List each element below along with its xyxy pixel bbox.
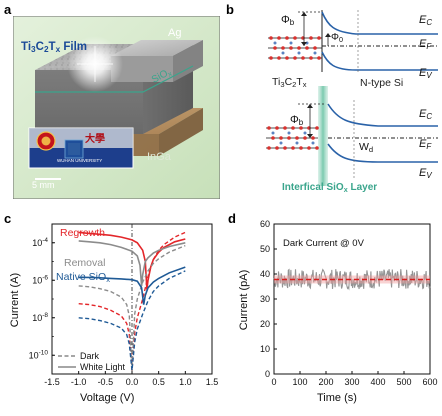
series-removal-white-light [78,240,186,286]
x-tick-label-c: 1.0 [179,377,192,387]
phi0-label: Φ0 [331,32,343,44]
scale-label: 5 mm [32,180,55,190]
legend-dark-label: Dark [80,351,100,361]
y-tick-label-d: 60 [260,219,270,229]
phi-b-arrowhead-bottom [307,104,313,108]
ec-label-bottom: EC [419,108,433,121]
ef-label-bottom: EF [419,138,432,151]
x-tick-label-d: 400 [370,377,385,387]
x-tick-label-c: 0.5 [152,377,165,387]
chart-d-container: 0 100 200 300 400 500 600 0 10 20 30 40 50 60 Current… [222,216,442,411]
iv-chart: -1.5 -1.0 -0.5 0.0 0.5 1.0 1.5 10-10 10-8 10-6 10-… [29,223,219,387]
mxene-layers-top [268,36,322,60]
siox-line [35,65,194,93]
ef-label-top: EF [419,38,432,51]
university-text: WUHAN UNIVERSITY [57,158,103,163]
dark-current-chart: 0 100 200 300 400 500 600 0 10 20 30 40 50 60 [260,219,438,387]
film-label: Ti3C2Tx Film [21,41,88,55]
chart-d-xlabel: Time (s) [317,392,357,404]
series-regrowth-dark [78,231,186,371]
x-tick-label-d: 300 [344,377,359,387]
annotation-regrowth: Regrowth [60,227,105,239]
y-tick-label-d: 40 [260,269,270,279]
y-tick-label-c: 10-10 [29,349,49,360]
chart-d-ylabel: Current (pA) [238,269,250,331]
panel-label-a: a [4,2,12,17]
band-diagram-top [268,10,438,74]
x-tick-label-d: 0 [271,377,276,387]
band-diagram-svg [266,10,438,186]
mxene-label: Ti3C2Tx [272,76,307,89]
chart-c-ylabel: Current (A) [9,272,21,328]
y-tick-label-d: 20 [260,319,270,329]
interfacial-label: Interfical SiOx Layer [282,182,378,194]
inset-device-core [68,143,80,155]
ec-label-top: EC [419,14,433,27]
band-diagram-bottom [266,86,438,186]
panel-b-band-diagram: Φb Φ0 EC EF EV Ti3C2Tx N-type Si Φb EC E… [238,4,442,200]
ag-label: Ag [168,27,182,39]
x-tick-label-c: -0.5 [98,377,114,387]
series-native-siox-white-light [78,266,186,305]
y-tick-label-d: 0 [265,369,270,379]
interfacial-siox-layer [318,86,328,186]
ev-curve-top [321,51,438,71]
series-native-siox-dark [78,270,186,371]
y-tick-label-c: 10-6 [32,274,48,285]
panel-label-d: d [228,211,236,226]
x-tick-label-d: 600 [422,377,437,387]
phi-b-arrowhead-top [301,12,307,16]
inga-label: InGa [147,151,171,163]
ev-label-top: EV [419,67,432,80]
logo-text: 大學 [85,134,105,145]
ev-label-bottom: EV [419,167,432,180]
phi-b-arrowhead-bottom-2 [307,134,313,138]
y-tick-label-d: 10 [260,344,270,354]
x-tick-label-c: 1.5 [206,377,219,387]
annotation-native: Native SiOx [56,271,110,284]
wd-label: Wd [359,141,374,154]
x-tick-label-c: -1.0 [71,377,87,387]
phi-b-arrowhead-top-2 [301,42,307,46]
phi-b-label-bottom: Φb [290,114,304,127]
phi-b-label-top: Φb [281,14,295,27]
logo-center [41,136,51,146]
y-tick-label-d: 30 [260,294,270,304]
legend-white-label: White Light [80,362,126,372]
y-tick-label-c: 10-4 [32,237,48,248]
ev-curve-bottom [327,143,438,163]
ag-front [111,56,173,82]
series-removal-dark [78,244,186,371]
panel-label-b: b [226,2,234,17]
si-front-face [35,70,143,134]
mxene-layers-bottom [266,126,319,150]
annotation-removal: Removal [64,257,106,269]
ag-side [173,40,203,82]
panel-label-c: c [4,211,12,226]
ec-curve-bottom [327,103,438,127]
panel-a-device-figure: Ti3C2Tx Film Ag SiOx InGa 大學 WUHAN UNIVE… [12,15,221,200]
inga-side [159,108,203,156]
y-tick-label-c: 10-8 [32,312,48,323]
x-tick-label-d: 500 [396,377,411,387]
chart-c-container: -1.5 -1.0 -0.5 0.0 0.5 1.0 1.5 10-10 10-8 10-6 10-… [0,216,222,411]
x-tick-label-c: 0.0 [126,377,139,387]
y-tick-label-d: 50 [260,244,270,254]
x-tick-label-d: 200 [318,377,333,387]
x-tick-label-c: -1.5 [44,377,60,387]
phi0-arrowhead [325,33,331,37]
chart-d-title: Dark Current @ 0V [283,238,364,249]
device-schematic [12,15,221,200]
x-tick-label-d: 100 [292,377,307,387]
nsi-label: N-type Si [360,77,404,89]
dark-current-trace [273,268,431,291]
ag-electrode [111,40,203,56]
chart-c-xlabel: Voltage (V) [80,392,135,404]
ec-curve-top [321,11,438,35]
